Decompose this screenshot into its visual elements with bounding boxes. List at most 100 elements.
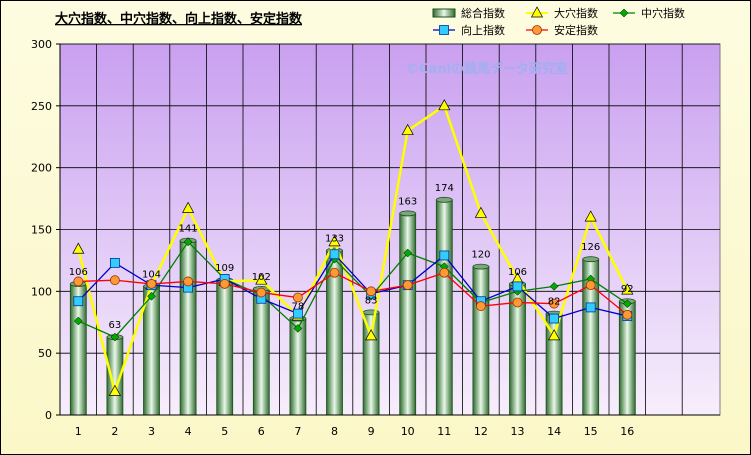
- bar: [399, 213, 417, 416]
- x-tick-label: 7: [294, 425, 301, 438]
- x-tick-label: 2: [111, 425, 118, 438]
- bar-data-label: 141: [179, 224, 198, 235]
- legend-swatch: [432, 8, 456, 18]
- bar: [179, 240, 197, 416]
- watermark: ©Caniの競馬データ研究室: [406, 61, 568, 77]
- series-point: [439, 250, 450, 261]
- bar-data-label: 83: [365, 295, 378, 306]
- series-point: [255, 273, 268, 285]
- series-point: [366, 286, 377, 297]
- x-tick-label: 6: [258, 425, 265, 438]
- bar: [289, 318, 307, 416]
- series-point: [292, 292, 303, 303]
- series-point: [439, 267, 450, 278]
- bar-data-label: 133: [325, 234, 344, 245]
- bar-data-label: 163: [398, 196, 417, 207]
- legend-label: 総合指数: [461, 6, 505, 20]
- series-point: [585, 280, 596, 291]
- series-point: [438, 99, 451, 111]
- legend-marker: [530, 6, 544, 18]
- series-point: [108, 384, 121, 396]
- series-point: [401, 123, 414, 135]
- series-point: [72, 242, 85, 254]
- series-point: [512, 297, 523, 308]
- bar-data-label: 106: [69, 267, 88, 278]
- series-point: [549, 313, 559, 324]
- series-point: [622, 299, 632, 309]
- series-point: [147, 291, 156, 301]
- series-line: [78, 272, 628, 316]
- bar-top: [435, 196, 453, 203]
- x-tick-label: 3: [148, 425, 155, 438]
- bar-data-label: 174: [435, 183, 454, 194]
- legend-label: 安定指数: [554, 23, 598, 37]
- x-tick-label: 11: [437, 425, 451, 438]
- series-point: [110, 275, 120, 286]
- legend-marker: [439, 25, 449, 35]
- y-tick-label: 50: [38, 347, 52, 360]
- series-point: [402, 280, 413, 291]
- series-point: [585, 302, 596, 313]
- x-tick-label: 8: [331, 425, 338, 438]
- x-tick-label: 14: [547, 425, 561, 438]
- x-tick-label: 4: [185, 425, 192, 438]
- x-tick-label: 1: [75, 425, 82, 438]
- y-tick-label: 150: [31, 224, 52, 237]
- series-point: [621, 283, 634, 295]
- chart-title: 大穴指数、中穴指数、向上指数、安定指数: [55, 11, 303, 27]
- series-point: [474, 206, 487, 218]
- series-line: [77, 103, 629, 396]
- x-tick-label: 5: [221, 425, 228, 438]
- y-tick-label: 250: [31, 100, 52, 113]
- series-point: [292, 308, 303, 319]
- bar-top: [472, 263, 490, 270]
- series-point: [365, 329, 378, 341]
- x-tick-label: 13: [511, 425, 525, 438]
- series-point: [549, 298, 559, 309]
- bar-data-label: 82: [548, 297, 561, 308]
- y-tick-label: 0: [45, 409, 52, 422]
- series-point: [73, 296, 84, 307]
- legend-label: 向上指数: [461, 23, 505, 37]
- bar-data-label: 92: [621, 284, 634, 295]
- bar-data-label: 63: [109, 320, 122, 331]
- series-point: [548, 329, 561, 341]
- bar: [435, 199, 453, 416]
- series-point: [73, 276, 84, 287]
- series-point: [146, 279, 157, 289]
- bar-data-label: 104: [142, 269, 161, 280]
- x-tick-label: 16: [620, 425, 634, 438]
- bar: [216, 279, 234, 416]
- x-tick-label: 9: [368, 425, 375, 438]
- series-point: [293, 324, 303, 333]
- series-point: [110, 332, 120, 342]
- series-point: [584, 210, 597, 222]
- series-point: [182, 201, 195, 213]
- bar: [143, 285, 160, 416]
- series-point: [329, 267, 340, 278]
- series-line: [78, 240, 628, 338]
- y-axis: 0 50 100 150 200 250 300: [31, 38, 61, 422]
- bar-top: [582, 256, 600, 263]
- series-point: [328, 235, 341, 247]
- y-tick-label: 300: [31, 38, 52, 51]
- x-tick-label: 15: [584, 425, 598, 438]
- series-point: [512, 281, 523, 292]
- series-point: [183, 276, 194, 287]
- legend-label: 大穴指数: [554, 6, 598, 20]
- lines: [72, 99, 634, 396]
- bar-data-label: 102: [252, 272, 271, 283]
- series-point: [403, 248, 413, 258]
- bar: [362, 311, 380, 416]
- bar-data-label: 109: [215, 263, 234, 274]
- series-point: [329, 249, 340, 260]
- legend-marker: [619, 8, 629, 18]
- y-tick-label: 100: [31, 285, 52, 298]
- series-point: [73, 316, 83, 326]
- series-point: [110, 257, 120, 268]
- x-tick-label: 12: [474, 425, 488, 438]
- bar-data-label: 106: [508, 267, 527, 278]
